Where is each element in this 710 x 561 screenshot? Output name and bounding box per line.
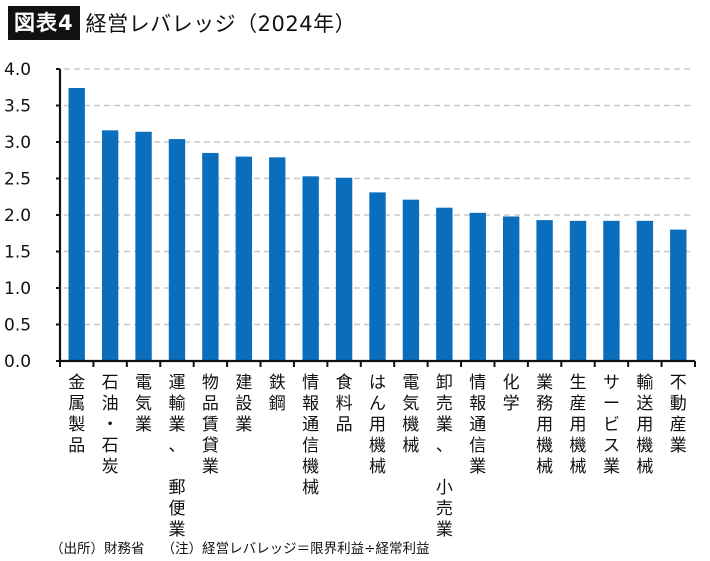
- bars: [68, 87, 687, 361]
- bar: [603, 220, 620, 361]
- y-tick-label: 4.0: [4, 60, 31, 80]
- figure-badge: 図表4: [8, 6, 80, 40]
- y-tick-label: 0.5: [4, 316, 31, 336]
- y-tick-label: 2.0: [4, 206, 31, 226]
- x-tick-label: 不動産業: [670, 373, 687, 456]
- x-tick-label: 情報通信業: [469, 373, 486, 477]
- bar: [402, 199, 420, 361]
- x-tick-label: 金属製品: [68, 373, 85, 456]
- y-tick-label: 0.0: [4, 352, 31, 372]
- bar: [302, 176, 319, 361]
- x-tick-label: 卸売業、 小売業: [436, 373, 453, 540]
- x-tick-label: 輸送用機械: [636, 373, 653, 477]
- bar: [168, 139, 186, 361]
- bar: [436, 207, 453, 361]
- x-tick-label: 鉄鋼: [269, 373, 286, 414]
- bar: [235, 156, 253, 361]
- bar: [335, 177, 353, 361]
- x-tick-label: 情報通信機械: [302, 373, 319, 498]
- y-tick-label: 1.5: [4, 243, 31, 263]
- bar: [536, 220, 553, 361]
- y-tick-label: 1.0: [4, 279, 31, 299]
- bar: [569, 220, 587, 361]
- x-tick-label: 電気業: [135, 373, 152, 435]
- x-tick-label: 食料品: [336, 373, 353, 435]
- bar: [636, 220, 654, 361]
- x-tick-label: 建設業: [235, 373, 252, 435]
- y-tick-label: 2.5: [4, 170, 31, 190]
- bar: [369, 192, 386, 361]
- chart-title: 経営レバレッジ（2024年）: [85, 12, 357, 36]
- bar: [202, 152, 219, 361]
- x-tick-label: はん用機械: [369, 373, 386, 477]
- bar: [135, 131, 152, 361]
- x-tick-label: サービス業: [603, 373, 620, 477]
- bar: [469, 212, 486, 361]
- bar: [670, 229, 687, 361]
- y-tick-label: 3.0: [4, 133, 31, 153]
- chart-title-row: 図表4 経営レバレッジ（2024年）: [8, 6, 356, 40]
- x-tick-label: 石油・石炭: [102, 373, 119, 477]
- x-tick-label: 業務用機械: [536, 373, 553, 477]
- bar: [68, 87, 85, 361]
- footer-note: （出所）財務省 （注）経営レバレッジ＝限界利益÷経常利益: [50, 537, 429, 557]
- formula-note: （注）経営レバレッジ＝限界利益÷経常利益: [161, 541, 430, 557]
- bar: [269, 157, 286, 361]
- x-tick-label: 化学: [503, 373, 520, 414]
- x-tick-label: 物品賃貸業: [202, 373, 219, 477]
- x-tick-label: 生産用機械: [570, 373, 587, 477]
- y-tick-label: 3.5: [4, 97, 31, 117]
- source-note: （出所）財務省: [50, 541, 145, 557]
- bar: [101, 130, 119, 361]
- bar: [502, 216, 520, 361]
- x-tick-label: 電気機械: [402, 373, 419, 456]
- x-tick-label: 運輸業、 郵便業: [168, 373, 185, 540]
- y-axis-ticks: 0.0 0.5 1.0 1.5 2.0 2.5 3.0 3.5 4.0: [4, 60, 60, 372]
- axes: [58, 69, 696, 367]
